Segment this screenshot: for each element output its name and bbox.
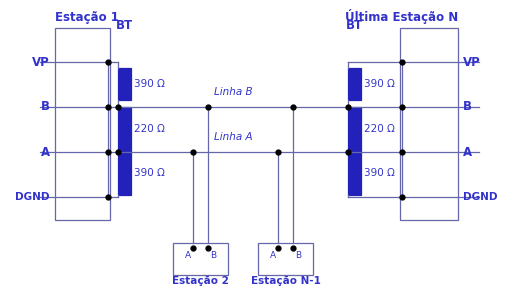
- Bar: [55, 28, 110, 220]
- Text: B: B: [295, 252, 301, 260]
- Text: 390 Ω: 390 Ω: [364, 169, 395, 178]
- Bar: [118, 152, 131, 195]
- Bar: [348, 107, 361, 152]
- Text: 220 Ω: 220 Ω: [134, 125, 165, 135]
- Text: BT: BT: [116, 19, 133, 32]
- Text: 390 Ω: 390 Ω: [134, 169, 165, 178]
- Text: Estação N-1: Estação N-1: [250, 276, 321, 286]
- Text: B: B: [210, 252, 216, 260]
- Text: DGND: DGND: [15, 192, 50, 202]
- Text: DGND: DGND: [463, 192, 498, 202]
- Text: Estação 2: Estação 2: [172, 276, 229, 286]
- Text: B: B: [463, 100, 472, 114]
- Bar: [400, 28, 458, 220]
- Text: B: B: [41, 100, 50, 114]
- Bar: [173, 243, 228, 275]
- Text: Linha A: Linha A: [214, 132, 252, 142]
- Text: 220 Ω: 220 Ω: [364, 125, 395, 135]
- Text: A: A: [41, 145, 50, 159]
- Text: 390 Ω: 390 Ω: [364, 79, 395, 89]
- Bar: [118, 68, 131, 100]
- Text: 390 Ω: 390 Ω: [134, 79, 165, 89]
- Bar: [118, 107, 131, 152]
- Text: A: A: [463, 145, 472, 159]
- Text: VP: VP: [463, 55, 481, 69]
- Bar: [348, 68, 361, 100]
- Text: Última Estação N: Última Estação N: [345, 9, 458, 24]
- Text: A: A: [270, 252, 276, 260]
- Text: VP: VP: [32, 55, 50, 69]
- Text: Linha B: Linha B: [214, 87, 252, 97]
- Text: Estação 1: Estação 1: [55, 11, 119, 24]
- Bar: [258, 243, 313, 275]
- Bar: [348, 152, 361, 195]
- Text: A: A: [185, 252, 191, 260]
- Text: BT: BT: [346, 19, 363, 32]
